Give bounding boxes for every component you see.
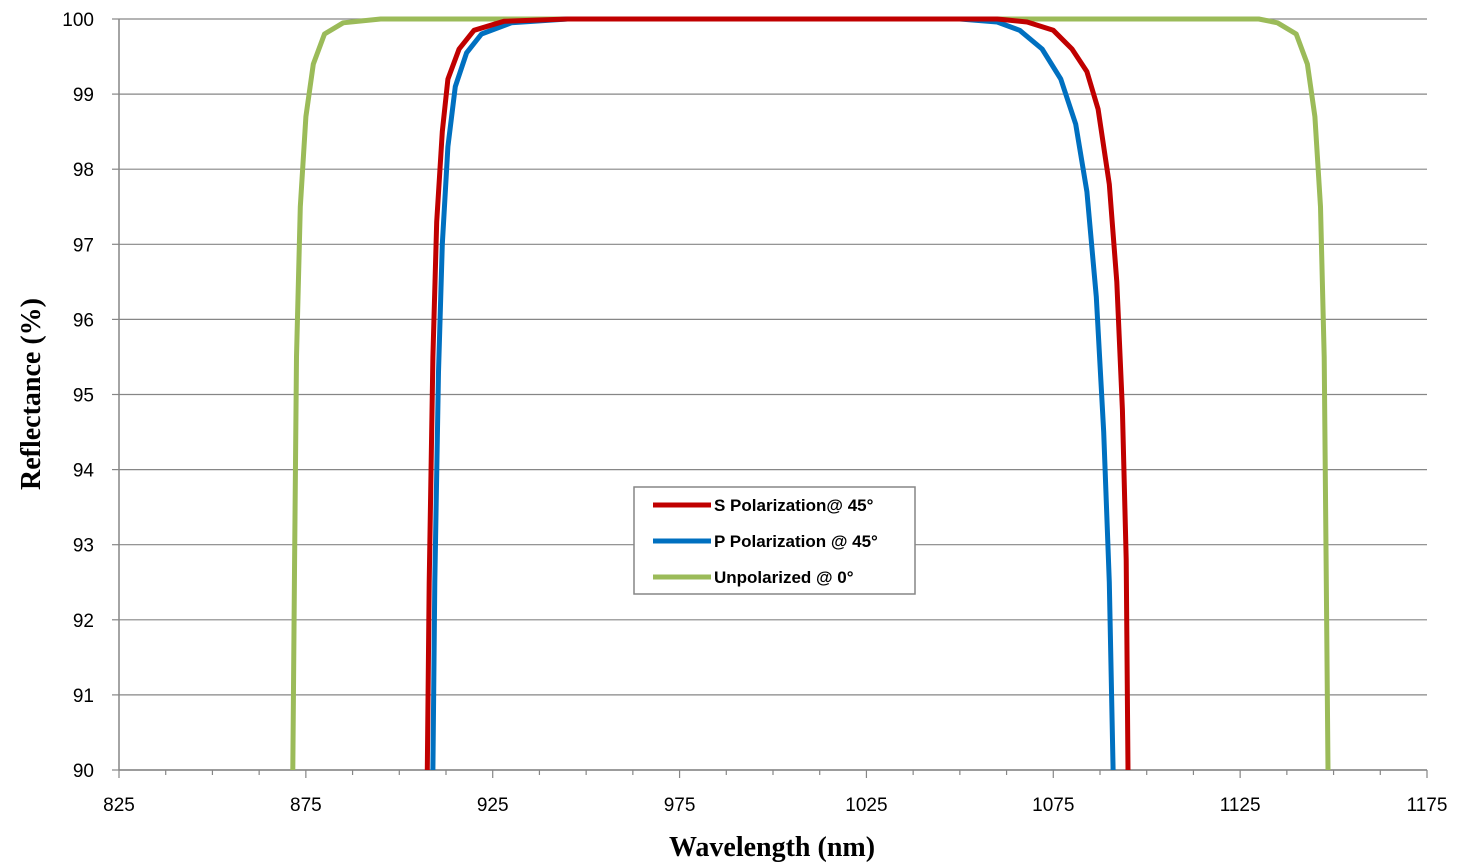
y-axis-title: Reflectance (%) <box>16 298 47 490</box>
x-tick-label-3: 975 <box>664 795 696 816</box>
y-tick-label-3: 93 <box>73 536 94 557</box>
y-tick-label-9: 99 <box>73 85 94 106</box>
x-tick-label-2: 925 <box>477 795 509 816</box>
series-lines <box>290 16 1331 771</box>
x-tick-label-0: 825 <box>103 795 135 816</box>
y-tick-label-5: 95 <box>73 386 94 407</box>
x-tick-label-7: 1175 <box>1407 795 1448 816</box>
axes <box>112 18 1428 778</box>
y-tick-label-2: 92 <box>73 611 94 632</box>
x-tick-labels: 825 875 925 975 1025 1075 1125 1175 <box>103 795 1447 816</box>
y-tick-label-7: 97 <box>73 235 94 256</box>
y-tick-label-0: 90 <box>73 761 94 782</box>
x-tick-label-1: 875 <box>290 795 322 816</box>
y-tick-label-6: 96 <box>73 310 94 331</box>
legend: S Polarization@ 45° P Polarization @ 45°… <box>633 486 916 595</box>
y-tick-labels: 90 91 92 93 94 95 96 97 98 99 100 <box>62 10 94 782</box>
x-axis-title: Wavelength (nm) <box>669 832 875 863</box>
legend-label-unpolarized: Unpolarized @ 0° <box>714 568 854 587</box>
y-tick-label-8: 98 <box>73 160 94 181</box>
x-tick-label-4: 1025 <box>845 795 887 816</box>
y-tick-label-1: 91 <box>73 686 94 707</box>
legend-label-p: P Polarization @ 45° <box>714 532 878 551</box>
x-tick-label-6: 1125 <box>1220 795 1261 816</box>
legend-label-s: S Polarization@ 45° <box>714 496 874 515</box>
series-line-0 <box>424 16 1131 771</box>
x-tick-label-5: 1075 <box>1032 795 1074 816</box>
y-tick-label-4: 94 <box>73 461 95 482</box>
y-tick-label-10: 100 <box>62 10 94 31</box>
